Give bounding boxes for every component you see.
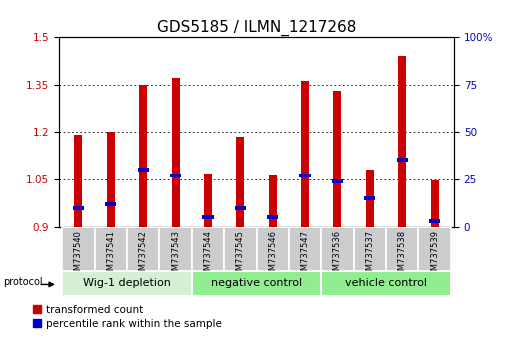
Bar [234,206,246,210]
Bar [256,227,289,271]
Text: Wig-1 depletion: Wig-1 depletion [83,278,171,288]
Bar [419,227,451,271]
Bar [333,91,342,227]
Text: vehicle control: vehicle control [345,278,427,288]
Bar [364,196,376,200]
Text: GSM737543: GSM737543 [171,230,180,281]
Bar [321,227,353,271]
Bar [430,180,439,227]
Bar [397,158,408,162]
Bar [94,227,127,271]
Bar [62,271,192,296]
Bar [301,81,309,227]
Bar [236,137,244,227]
Bar [398,56,406,227]
Bar [139,85,147,227]
Bar [74,135,83,227]
Text: GSM737544: GSM737544 [204,230,212,280]
Bar [137,168,149,172]
Bar [73,206,84,210]
Bar [192,227,224,271]
Bar [202,215,213,219]
Bar [289,227,321,271]
Bar [170,173,181,177]
Bar [321,271,451,296]
Text: GSM737545: GSM737545 [236,230,245,280]
Text: protocol: protocol [3,277,43,287]
Bar [300,173,311,177]
Text: GSM737540: GSM737540 [74,230,83,280]
Bar [204,175,212,227]
Bar [127,227,160,271]
Bar [160,227,192,271]
Bar [105,202,116,206]
Text: GSM737541: GSM737541 [106,230,115,280]
Bar [269,176,277,227]
Bar [332,179,343,183]
Bar [62,227,94,271]
Legend: transformed count, percentile rank within the sample: transformed count, percentile rank withi… [31,303,225,331]
Title: GDS5185 / ILMN_1217268: GDS5185 / ILMN_1217268 [157,19,356,36]
Bar [353,227,386,271]
Bar [386,227,419,271]
Text: negative control: negative control [211,278,302,288]
Bar [107,132,115,227]
Text: GSM737547: GSM737547 [301,230,309,281]
Text: GSM737539: GSM737539 [430,230,439,281]
Text: GSM737536: GSM737536 [333,230,342,281]
Bar [171,78,180,227]
Bar [429,219,440,223]
Text: GSM737546: GSM737546 [268,230,277,281]
Bar [366,170,374,227]
Text: GSM737542: GSM737542 [139,230,148,280]
Bar [224,227,256,271]
Bar [267,215,279,219]
Text: GSM737538: GSM737538 [398,230,407,281]
Text: GSM737537: GSM737537 [365,230,374,281]
Bar [192,271,321,296]
